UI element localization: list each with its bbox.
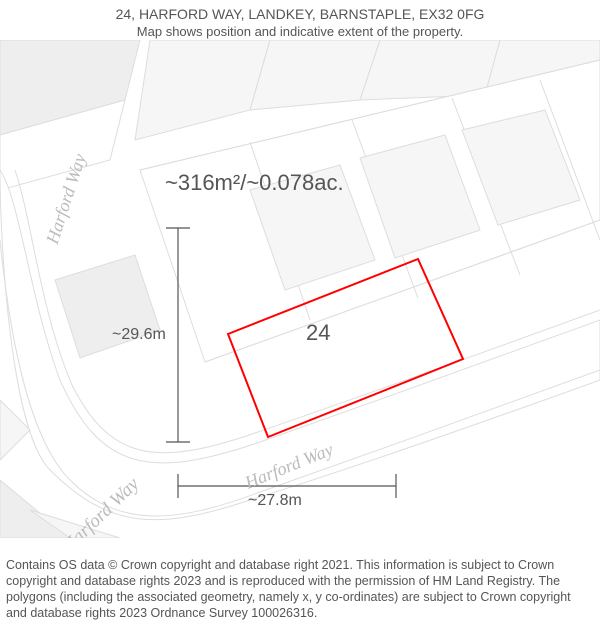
map-area: ~316m²/~0.078ac. ~29.6m ~27.8m 24 Harfor… xyxy=(0,40,600,538)
width-measurement: ~27.8m xyxy=(248,492,302,510)
area-measurement: ~316m²/~0.078ac. xyxy=(165,170,344,196)
subtitle-line: Map shows position and indicative extent… xyxy=(0,24,600,40)
header: 24, HARFORD WAY, LANDKEY, BARNSTAPLE, EX… xyxy=(0,0,600,40)
footer-attribution: Contains OS data © Crown copyright and d… xyxy=(6,557,594,621)
height-measurement: ~29.6m xyxy=(112,326,166,344)
plot-number: 24 xyxy=(306,320,330,346)
address-line: 24, HARFORD WAY, LANDKEY, BARNSTAPLE, EX… xyxy=(0,6,600,24)
